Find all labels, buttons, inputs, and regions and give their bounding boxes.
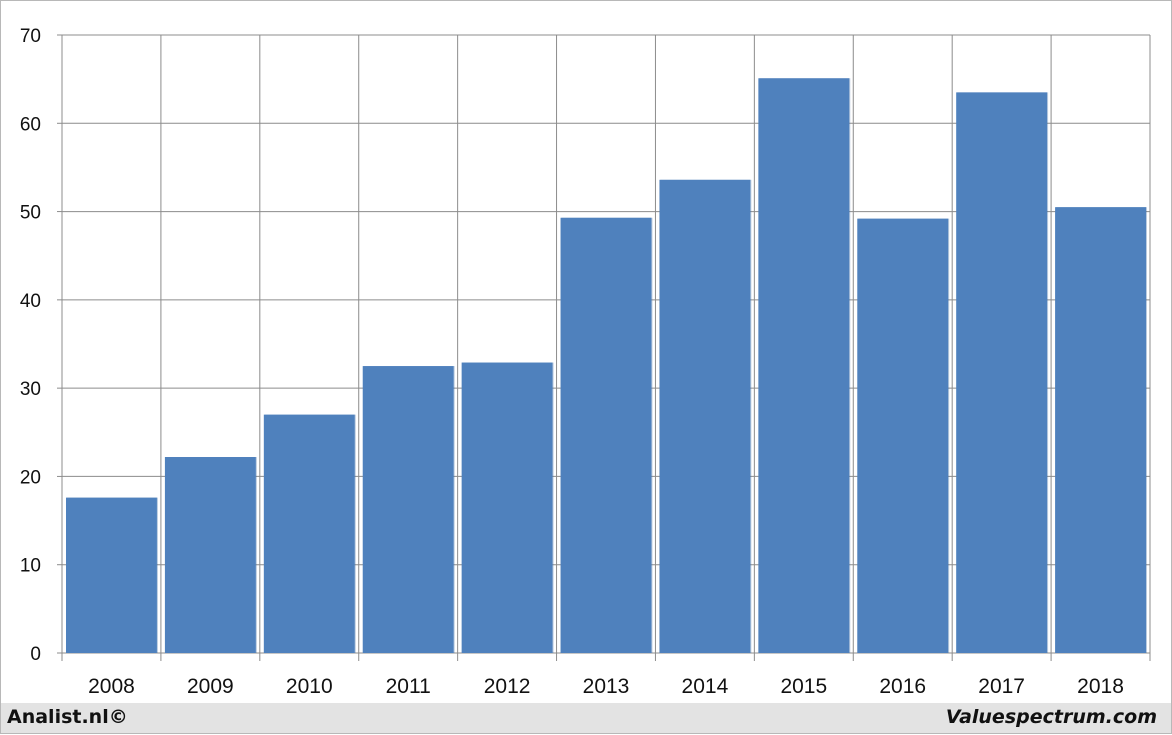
x-tick-label: 2010 xyxy=(286,675,333,698)
footer-bar: Analist.nl© Valuespectrum.com xyxy=(1,703,1171,733)
bar xyxy=(560,217,652,653)
y-tick-label: 50 xyxy=(20,203,41,224)
bar xyxy=(857,218,949,654)
x-tick-label: 2009 xyxy=(187,675,234,698)
bar xyxy=(1055,207,1146,653)
x-tick-label: 2015 xyxy=(780,675,827,698)
bar xyxy=(164,457,256,653)
bar xyxy=(362,366,454,653)
x-tick-label: 2011 xyxy=(386,675,431,698)
y-tick-label: 30 xyxy=(20,379,41,400)
y-tick-label: 10 xyxy=(20,556,41,577)
bar xyxy=(263,414,355,653)
bar xyxy=(956,92,1048,653)
valuespectrum-credit: Valuespectrum.com xyxy=(945,706,1157,728)
y-tick-label: 0 xyxy=(30,644,41,665)
y-tick-label: 40 xyxy=(20,291,41,312)
bar xyxy=(66,497,157,653)
x-tick-label: 2012 xyxy=(484,675,531,698)
y-tick-label: 70 xyxy=(20,26,41,47)
bar xyxy=(461,362,553,653)
y-tick-label: 60 xyxy=(20,114,41,135)
x-tick-label: 2013 xyxy=(583,675,630,698)
bar xyxy=(659,179,751,653)
bar xyxy=(758,78,850,653)
x-tick-label: 2008 xyxy=(88,675,135,698)
y-tick-label: 20 xyxy=(20,467,41,488)
x-tick-label: 2014 xyxy=(682,675,729,698)
x-tick-label: 2018 xyxy=(1077,675,1124,698)
analist-credit: Analist.nl© xyxy=(7,706,128,728)
x-tick-label: 2016 xyxy=(879,675,926,698)
x-tick-label: 2017 xyxy=(978,675,1025,698)
